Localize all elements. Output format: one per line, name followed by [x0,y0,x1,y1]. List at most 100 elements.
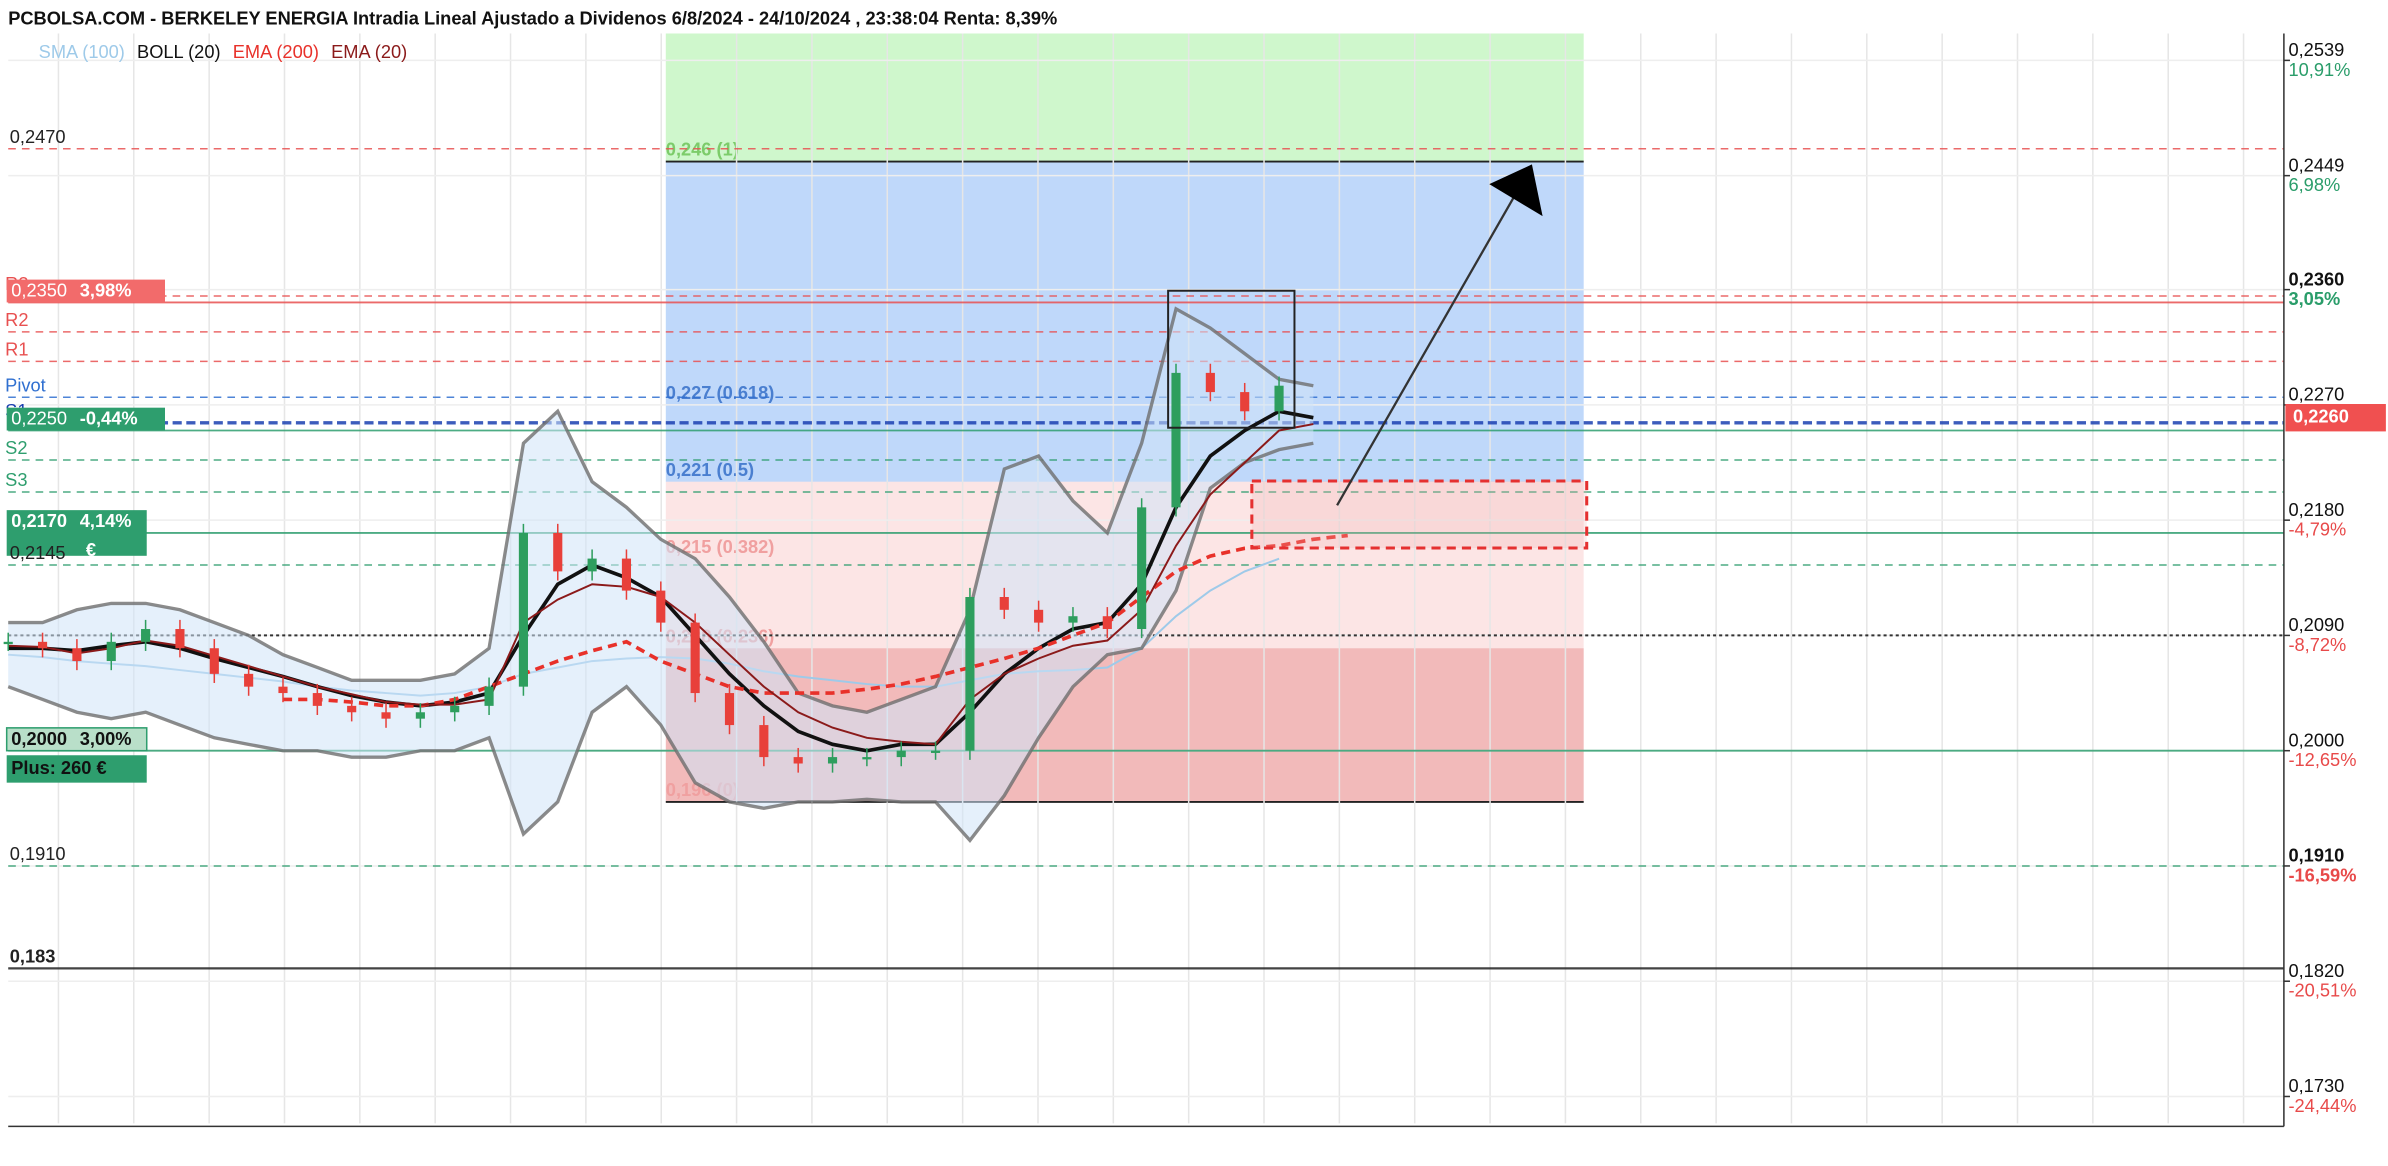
candle [209,648,219,674]
candle [1137,507,1147,630]
indicator-line [282,533,1348,708]
candle [244,673,254,687]
candle [862,757,872,760]
y-tick-label: 0,1910 [2288,845,2344,866]
level-label: 0,2000 [11,728,67,749]
level-label: 0,2170 [11,510,67,531]
y-tick-pct: 3,05% [2288,288,2340,309]
labels: PCBOLSA.COM - BERKELEY ENERGIA Intradia … [5,8,2386,1116]
grid [8,33,2284,1124]
candle [1102,616,1112,630]
candle [72,648,82,662]
level-label: S2 [5,437,27,458]
last-price-box [2285,404,2386,432]
candle [1240,392,1250,412]
level-pct: 3,98% [80,280,132,301]
y-tick-label: 0,2539 [2288,39,2344,60]
chart-title: PCBOLSA.COM - BERKELEY ENERGIA Intradia … [8,8,1057,29]
candle [759,725,769,758]
candle [553,532,563,572]
level-box [6,279,165,303]
plus-note: Plus: 260 € [11,757,106,778]
candle [1171,372,1181,508]
candle [37,641,48,649]
selection-box [1167,289,1296,429]
y-tick-label: 0,2090 [2288,614,2344,635]
y-tick-label: 0,2000 [2288,729,2344,750]
level-label: 0,2145 [10,542,66,563]
boll-band [8,308,1314,841]
y-tick-label: 0,2449 [2288,154,2344,175]
y-tick-label: 0,2360 [2288,268,2344,289]
y-tick-label: 0,2270 [2288,384,2344,405]
arrow-head [1489,164,1543,217]
level-pct: -0,44% [80,408,138,429]
y-tick-pct: 6,98% [2288,174,2340,195]
axes [8,33,2290,1128]
y-tick-pct: -20,51% [2288,980,2356,1001]
candle [587,558,597,572]
y-tick-pct: -12,65% [2288,749,2356,770]
level-pct: 3,00% [80,728,132,749]
annotations [1167,164,1589,550]
target-box [1250,479,1589,550]
boll-lower [7,441,1314,844]
legend-entry: EMA (20) [331,41,407,62]
level-label: 0,2470 [10,126,66,147]
candle [1274,385,1284,412]
candle [690,622,700,694]
candle [3,641,13,645]
candles [3,363,1284,773]
level-label: Pivot [5,374,46,395]
last-price-label: 0,2260 [2293,406,2349,427]
level-label: 0,2250 [11,408,67,429]
candle [1205,372,1215,393]
level-label: 0,1910 [10,843,66,864]
candle [999,597,1009,610]
level-label: S3 [5,469,27,490]
level-label: R1 [5,339,28,360]
level-box [6,510,147,556]
euro-note: € [86,539,96,560]
arrow-line [1336,194,1517,506]
fib-label: 0,221 (0.5) [666,459,754,480]
y-tick-label: 0,1730 [2288,1075,2344,1096]
candle [965,597,975,751]
fib-zone [665,161,1584,482]
candle [896,750,906,758]
level-label: R2 [5,309,28,330]
candle [415,712,425,719]
candle [931,750,941,753]
candle [484,686,494,706]
y-tick-label: 0,2180 [2288,499,2344,520]
boll-upper [8,306,1314,714]
candle [106,641,116,662]
candle [175,629,185,649]
plus-box [6,755,147,783]
candle [450,705,460,713]
level-box [6,407,165,431]
candle [278,686,288,694]
candle [1068,616,1078,623]
candle [656,590,666,623]
candle [793,757,803,764]
candle [827,757,838,764]
legend-entry: EMA (200) [233,41,319,62]
candle [724,693,735,726]
fib-zone [665,33,1584,162]
level-pct: 4,14% [80,510,132,531]
level-label: 0,2350 [11,280,67,301]
y-tick-pct: -16,59% [2288,864,2356,885]
legend-entry: BOLL (20) [137,41,221,62]
fib-label: 0,227 (0.618) [666,382,775,403]
candle [1034,609,1044,623]
candle [312,693,322,706]
y-tick-pct: -4,79% [2288,519,2346,540]
candle [141,629,151,642]
candle [621,558,632,591]
fib-label: 0,215 (0.382) [666,536,775,557]
y-tick-label: 0,1820 [2288,960,2344,981]
y-tick-pct: 10,91% [2288,59,2350,80]
